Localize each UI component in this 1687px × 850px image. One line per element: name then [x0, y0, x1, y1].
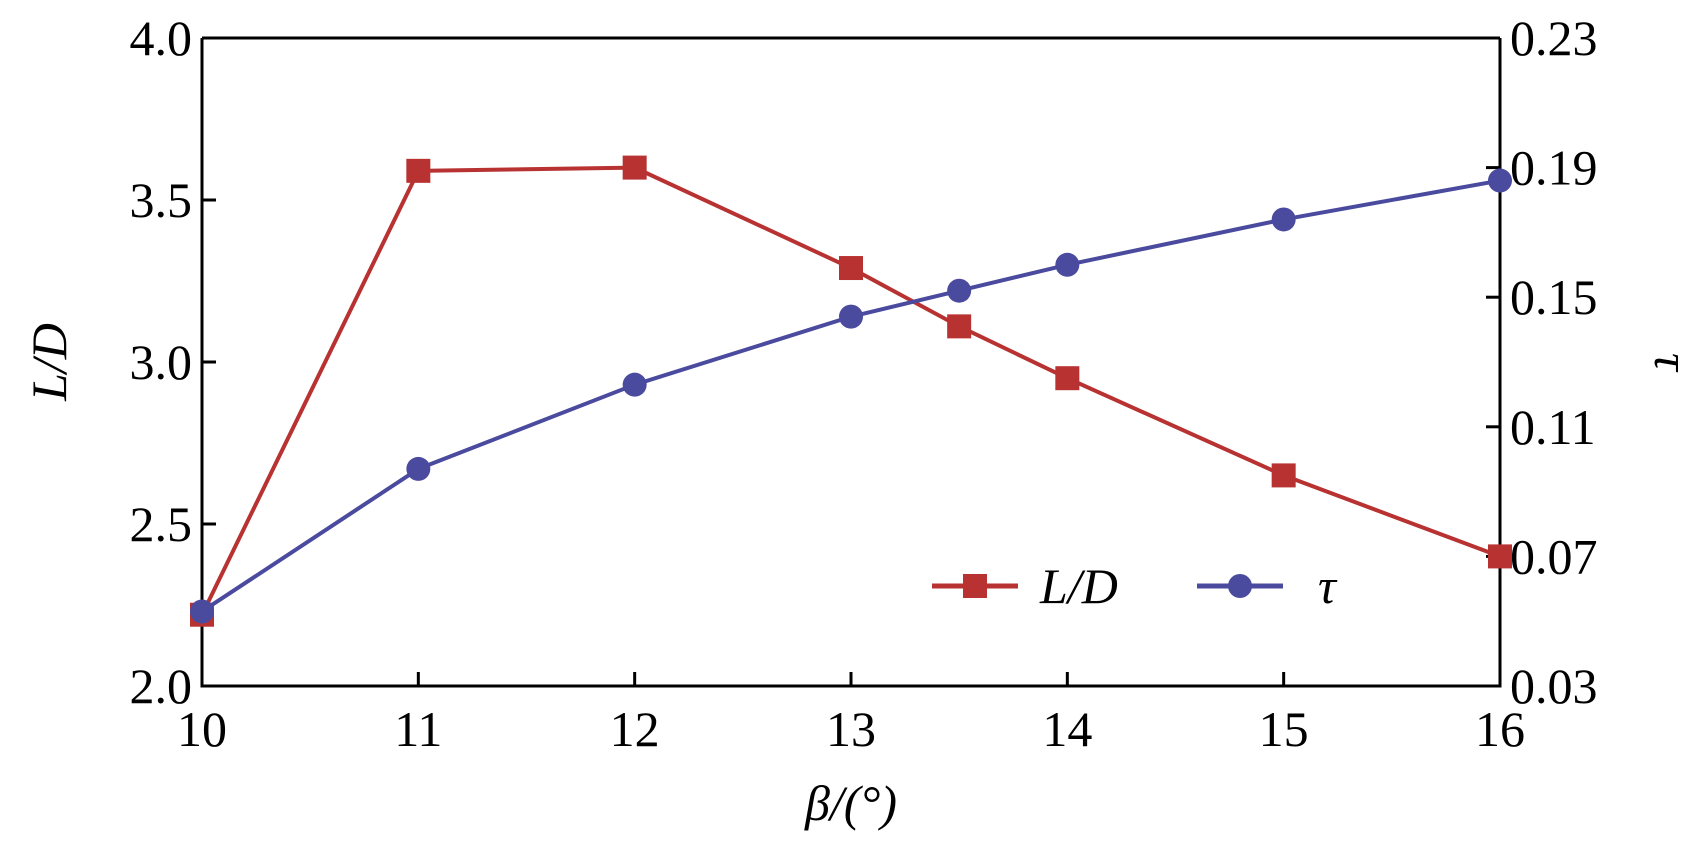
- y-right-tick-label: 0.11: [1510, 399, 1596, 455]
- x-tick-label: 11: [394, 701, 442, 757]
- legend-label-tau: τ: [1318, 558, 1338, 614]
- y-right-tick-label: 0.19: [1510, 140, 1598, 196]
- data-point-ld: [1488, 544, 1512, 569]
- x-tick-label: 15: [1259, 701, 1309, 757]
- x-tick-label: 10: [177, 701, 227, 757]
- data-point-tau: [1055, 252, 1080, 277]
- data-point-tau: [406, 456, 431, 481]
- plot-area: [200, 36, 1502, 688]
- data-point-tau: [190, 599, 214, 624]
- left-y-axis: 2.0 2.5 3.0 3.5 4.0: [130, 10, 216, 714]
- right-y-axis: 0.03 0.07 0.11 0.15 0.19 0.23: [1486, 10, 1598, 714]
- data-point-tau: [947, 278, 972, 303]
- x-tick-label: 13: [826, 701, 876, 757]
- y-left-tick-label: 3.5: [130, 172, 193, 228]
- legend-marker-ld: [963, 574, 987, 598]
- data-point-tau: [1271, 207, 1296, 232]
- y-right-tick-label: 0.07: [1510, 528, 1598, 584]
- y-left-tick-label: 2.0: [130, 658, 193, 714]
- x-axis: 10 11 12 13 14 15 16: [177, 672, 1525, 757]
- x-axis-title: β/(°): [804, 775, 897, 831]
- x-tick-label: 16: [1475, 701, 1525, 757]
- legend-label-ld: L/D: [1039, 558, 1118, 614]
- y-left-tick-label: 3.0: [130, 334, 193, 390]
- y-right-tick-label: 0.03: [1510, 658, 1598, 714]
- series-line-tau: [200, 178, 1501, 614]
- plot-frame: [200, 38, 1502, 688]
- data-point-ld: [622, 155, 647, 180]
- legend: L/D τ: [932, 558, 1338, 614]
- left-y-axis-title: L/D: [21, 323, 77, 402]
- right-y-axis-title: τ: [1644, 353, 1687, 373]
- data-point-tau: [622, 372, 647, 397]
- legend-marker-tau: [1228, 574, 1252, 598]
- y-left-tick-label: 2.5: [130, 496, 193, 552]
- data-point-ld: [1055, 366, 1080, 391]
- data-point-ld: [947, 314, 972, 339]
- data-point-ld: [1271, 463, 1296, 488]
- legend-entry-ld: L/D: [932, 558, 1118, 614]
- data-point-tau: [1488, 168, 1512, 193]
- data-point-tau: [839, 304, 863, 329]
- series-group: [190, 155, 1512, 627]
- x-tick-label: 14: [1042, 701, 1092, 757]
- x-tick-label: 12: [610, 701, 660, 757]
- y-right-tick-label: 0.15: [1510, 269, 1598, 325]
- y-left-tick-label: 4.0: [130, 10, 193, 66]
- data-point-ld: [406, 158, 431, 183]
- legend-entry-tau: τ: [1197, 558, 1338, 614]
- data-point-ld: [839, 256, 863, 281]
- series-line-ld: [200, 165, 1501, 616]
- y-right-tick-label: 0.23: [1510, 10, 1598, 66]
